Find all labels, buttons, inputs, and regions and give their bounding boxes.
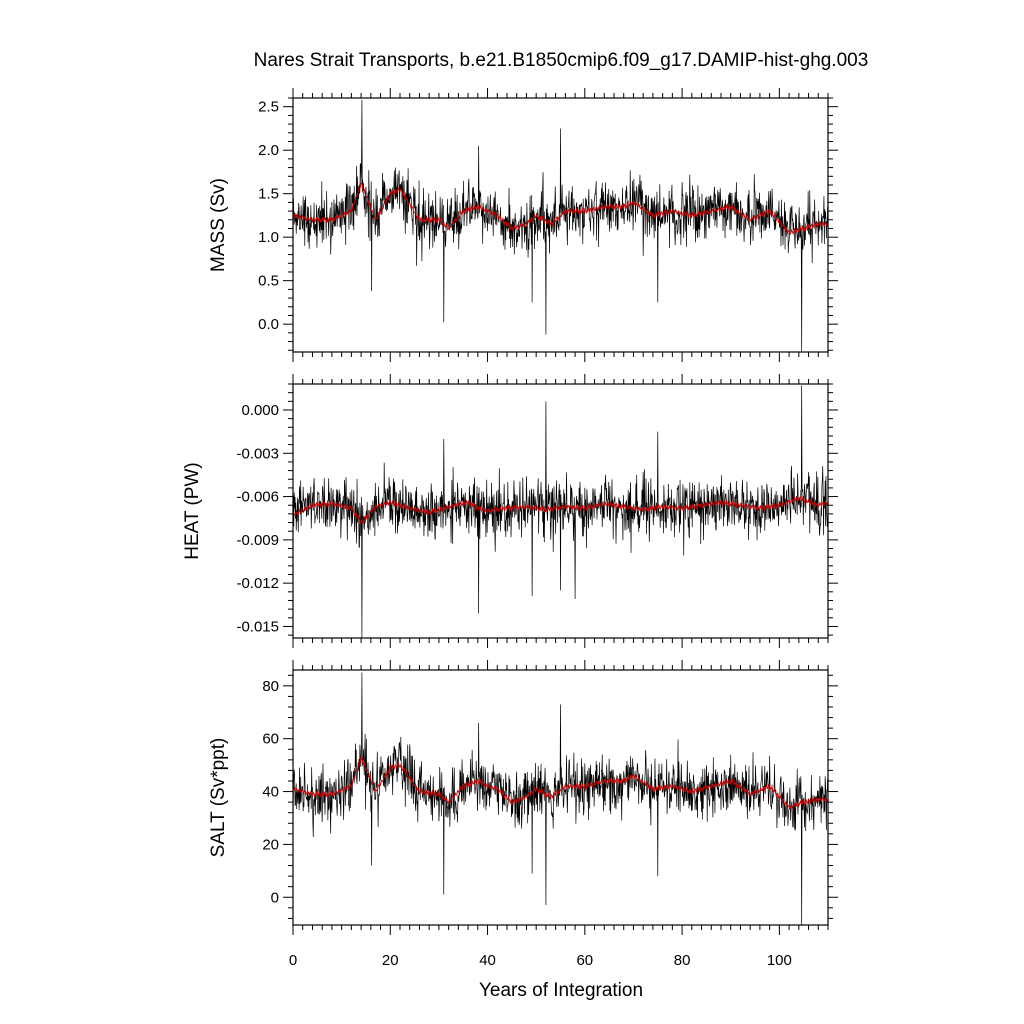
y-tick-label: -0.003 <box>236 445 279 462</box>
panels-group: 0.0 0.5 1.0 1.5 2.0 2.5 MASS (Sv) 0.000 -0.003 -0… <box>182 88 838 969</box>
y-tick-label: 2.0 <box>258 142 279 159</box>
panel-0: 0.0 0.5 1.0 1.5 2.0 2.5 MASS (Sv) <box>208 88 838 362</box>
y-tick-label: 0.0 <box>258 316 279 333</box>
y-axis-title: MASS (Sv) <box>208 178 229 272</box>
x-tick-label: 60 <box>576 952 593 969</box>
smoothed-series-line <box>292 181 829 236</box>
panel-frame <box>292 97 829 353</box>
y-axis-title: HEAT (PW) <box>182 462 203 559</box>
y-tick-label: 0 <box>271 889 279 906</box>
x-axis-title: Years of Integration <box>479 980 643 1001</box>
y-tick-label: 0.5 <box>258 273 279 290</box>
panel-frame <box>292 669 829 926</box>
y-tick-label: 20 <box>262 836 279 853</box>
x-tick-label: 0 <box>289 952 297 969</box>
y-tick-label: 1.0 <box>258 229 279 246</box>
y-tick-label: 40 <box>262 784 279 801</box>
x-tick-label: 20 <box>382 952 399 969</box>
y-tick-label: -0.012 <box>236 575 279 592</box>
y-tick-label: 80 <box>262 678 279 695</box>
y-tick-label: -0.009 <box>236 532 279 549</box>
y-tick-label: 60 <box>262 731 279 748</box>
y-tick-label: -0.015 <box>236 618 279 635</box>
panel-2: 0 20 40 60 80 SALT (Sv*ppt) 0 20 40 60 80 100 <box>208 660 838 969</box>
y-tick-label: 2.5 <box>258 99 279 116</box>
x-tick-label: 80 <box>674 952 691 969</box>
smoothed-series-line <box>292 495 829 525</box>
panel-1: 0.000 -0.003 -0.006 -0.009 -0.012 -0.015 HEAT … <box>182 374 838 648</box>
monthly-series-line <box>292 385 829 639</box>
y-tick-label: -0.006 <box>236 489 279 506</box>
monthly-series-line <box>292 672 829 926</box>
y-axis-title: SALT (Sv*ppt) <box>208 738 229 858</box>
y-tick-label: 1.5 <box>258 186 279 203</box>
x-tick-label: 100 <box>767 952 792 969</box>
x-tick-label: 40 <box>479 952 496 969</box>
y-tick-label: 0.000 <box>241 402 279 419</box>
panel-frame <box>292 383 829 639</box>
smoothed-series-line <box>292 755 829 810</box>
chart-title: Nares Strait Transports, b.e21.B1850cmip… <box>254 50 869 71</box>
monthly-series-line <box>292 99 829 353</box>
